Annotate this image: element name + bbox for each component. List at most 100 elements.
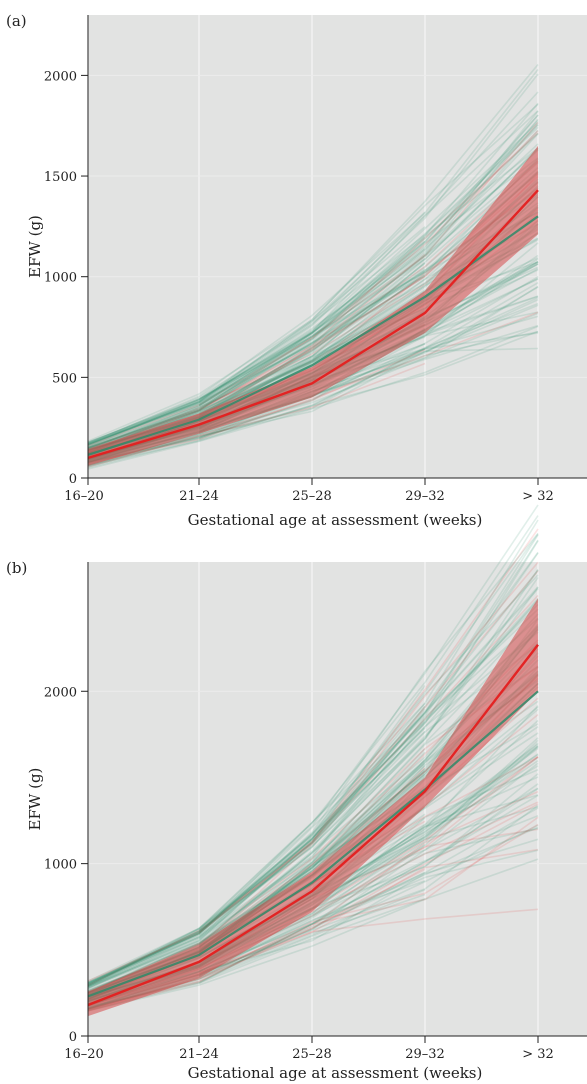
trajectory-line [198, 122, 539, 401]
x-tick-label: > 32 [522, 489, 554, 504]
trajectory-line [198, 331, 539, 441]
trajectory-line [198, 342, 426, 439]
trajectory-line [198, 588, 539, 940]
panel-a: 0 500 1000 1500 2000 16–20 21–24 25–28 29–32 > 32… [6, 12, 587, 529]
trajectory-line [87, 240, 426, 448]
trajectory-line [87, 257, 426, 450]
series-line-red [87, 644, 539, 1007]
series-line-green [87, 690, 539, 998]
x-tick-label: 25–28 [292, 489, 332, 504]
trajectory-line [87, 63, 539, 442]
trajectory-line [87, 826, 539, 1012]
trajectory-line [198, 843, 426, 977]
trajectory-line [198, 124, 539, 404]
y-tick-label: 1000 [44, 271, 77, 286]
trajectory-line [87, 172, 539, 449]
trajectory-line [87, 123, 539, 447]
trajectory-line [87, 533, 539, 984]
trajectory-line [198, 519, 539, 931]
trajectory-line [87, 161, 539, 454]
trajectory-line [198, 528, 539, 934]
trajectory-line [87, 130, 539, 447]
trajectory-line [87, 347, 539, 467]
trajectory-line [87, 515, 539, 988]
trajectory-line [87, 330, 539, 469]
confidence-band [88, 598, 538, 1017]
trajectory-line [87, 574, 539, 986]
x-tick-label: 16–20 [64, 489, 104, 504]
trajectory-line [87, 362, 426, 468]
trajectory-line [87, 110, 539, 443]
y-axis-label: EFW (g) [26, 215, 44, 278]
trajectory-line [87, 586, 539, 989]
trajectory-line [87, 149, 539, 445]
panel-label: (a) [6, 12, 27, 30]
trajectory-line [87, 102, 539, 444]
trajectory-line [87, 311, 539, 464]
trajectory-line [87, 103, 539, 446]
trajectory-line [198, 625, 539, 954]
trajectory-line [87, 613, 539, 989]
trajectory-line [198, 794, 539, 973]
trajectory-line [87, 631, 539, 988]
trajectory-line [87, 91, 539, 446]
trajectory-line [87, 121, 539, 453]
trajectory-line [87, 148, 539, 446]
trajectory-line [87, 132, 539, 446]
x-tick-label: 16–20 [64, 1047, 104, 1062]
trajectory-line [87, 570, 539, 987]
trajectory-line [87, 143, 539, 451]
trajectory-line [87, 551, 539, 984]
trajectory-line [198, 898, 426, 984]
trajectory-line [87, 561, 539, 982]
trajectory-line [87, 332, 539, 466]
trajectory-line [87, 211, 426, 444]
y-axis-label: EFW (g) [26, 768, 44, 831]
trajectory-line [87, 600, 539, 988]
y-tick-label: 0 [69, 472, 77, 487]
trajectory-line [87, 504, 539, 986]
trajectory-line [87, 110, 539, 444]
x-axis-label: Gestational age at assessment (weeks) [188, 511, 483, 529]
trajectory-line [87, 576, 539, 987]
trajectory-line [87, 118, 539, 448]
trajectory-line [198, 880, 426, 977]
trajectory-line [87, 603, 539, 990]
trajectory-line [87, 763, 426, 989]
trajectory-line [87, 569, 539, 986]
x-axis-label: Gestational age at assessment (weeks) [188, 1064, 483, 1082]
trajectory-line [87, 773, 426, 994]
trajectory-line [198, 751, 426, 946]
series-line-green [87, 215, 539, 456]
trajectory-line [87, 532, 539, 986]
trajectory-line [87, 816, 539, 1012]
series-line-red [87, 189, 539, 460]
x-tick-label: 21–24 [179, 489, 219, 504]
x-tick-label: 25–28 [292, 1047, 332, 1062]
trajectory-line [198, 730, 426, 931]
y-tick-label: 2000 [44, 685, 77, 700]
trajectory-line [87, 598, 539, 982]
trajectory-line [87, 617, 539, 984]
x-tick-label: 29–32 [405, 1047, 445, 1062]
trajectory-line [87, 767, 426, 993]
trajectory-line [198, 159, 539, 407]
trajectory-line [87, 304, 539, 467]
trajectory-line [87, 132, 539, 450]
gridlines [87, 15, 587, 479]
trajectory-line [87, 73, 539, 446]
trajectory-line [87, 129, 539, 448]
trajectory-line [87, 569, 539, 985]
trajectory-line [87, 312, 539, 466]
trajectory-line [87, 702, 426, 984]
trajectory-line [87, 171, 539, 449]
y-tick-label: 1500 [44, 170, 77, 185]
panel-label: (b) [6, 559, 27, 577]
trajectory-line [87, 608, 539, 988]
trajectory-line [87, 114, 539, 444]
y-tick-label: 1000 [44, 858, 77, 873]
y-tick-label: 2000 [44, 69, 77, 84]
trajectory-line [87, 599, 539, 987]
trajectory-line [87, 147, 539, 448]
